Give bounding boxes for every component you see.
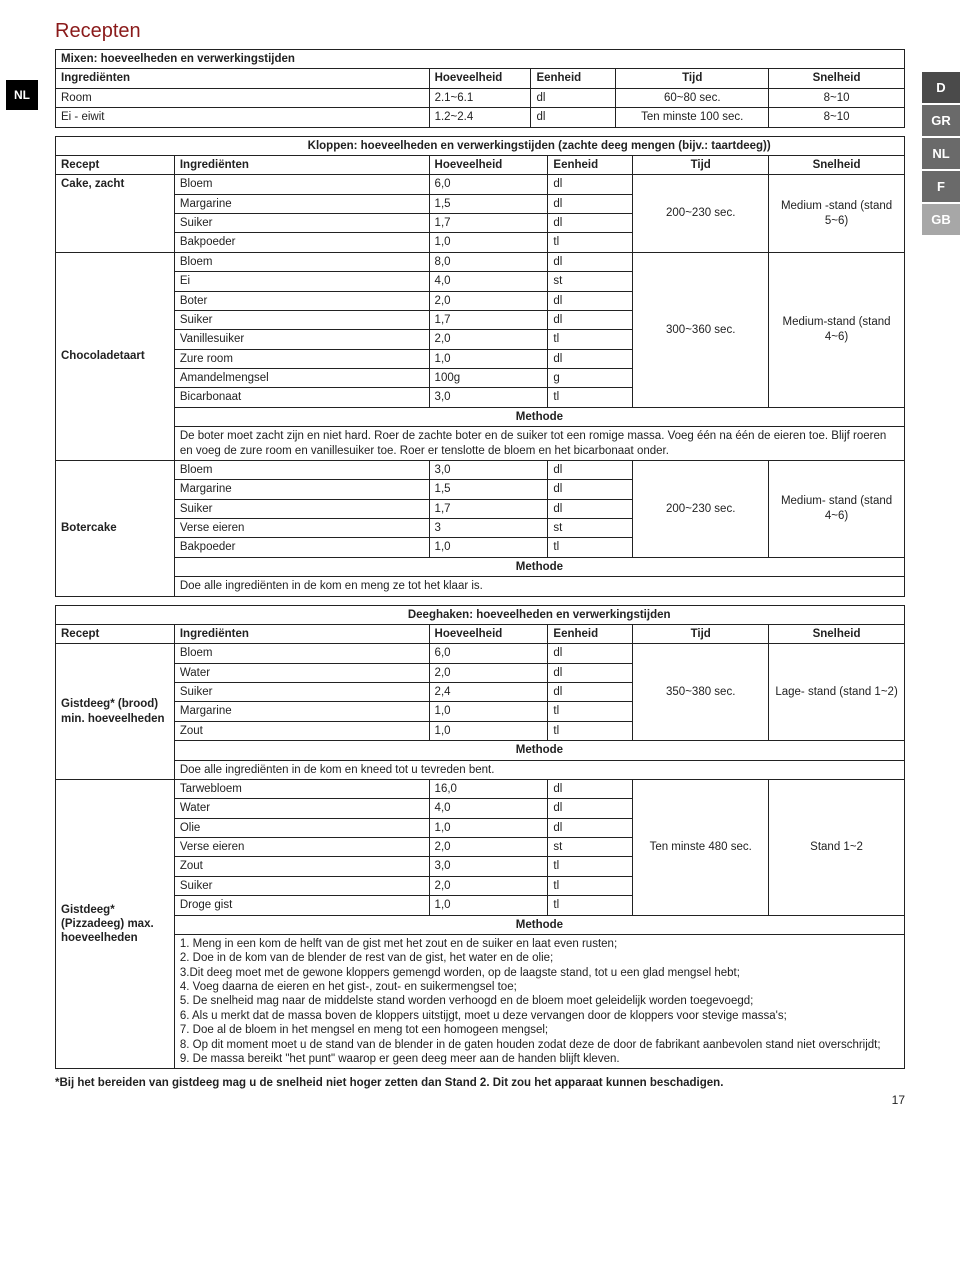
recept-gistdeeg-min: Gistdeeg* (brood) min. hoeveelheden [56, 644, 175, 780]
mixen-table: Mixen: hoeveelheden en verwerkingstijden… [55, 49, 905, 128]
mixen-h-eenh: Eenheid [531, 69, 616, 88]
lang-tab-gb: GB [922, 204, 960, 235]
deeghaken-table: Deeghaken: hoeveelheden en verwerkingsti… [55, 605, 905, 1070]
table-row: Ei - eiwit 1.2~2.4 dl Ten minste 100 sec… [56, 108, 905, 127]
mixen-h-tijd: Tijd [616, 69, 769, 88]
mixen-h-snel: Snelheid [769, 69, 905, 88]
lang-tab-d: D [922, 72, 960, 103]
page-title: Recepten [55, 20, 905, 43]
lang-tabs: D GR NL F GB [922, 72, 960, 237]
lang-label-left: NL [6, 80, 38, 110]
page-number: 17 [55, 1093, 905, 1107]
kloppen-table: Kloppen: hoeveelheden en verwerkingstijd… [55, 136, 905, 597]
lang-tab-f: F [922, 171, 960, 202]
deeghaken-title: Deeghaken: hoeveelheden en verwerkingsti… [174, 605, 904, 624]
mixen-h-hoev: Hoeveelheid [429, 69, 531, 88]
footnote: *Bij het bereiden van gistdeeg mag u de … [55, 1077, 905, 1089]
recept-botercake: Botercake [56, 460, 175, 596]
mixen-title: Mixen: hoeveelheden en verwerkingstijden [56, 50, 905, 69]
gistdeeg-max-method-steps: 1. Meng in een kom de helft van de gist … [174, 934, 904, 1068]
lang-tab-gr: GR [922, 105, 960, 136]
recept-chocoladetaart: Chocoladetaart [56, 252, 175, 460]
recept-cake: Cake, zacht [56, 175, 175, 253]
mixen-h-ing: Ingrediënten [56, 69, 430, 88]
kloppen-title: Kloppen: hoeveelheden en verwerkingstijd… [174, 136, 904, 155]
recept-gistdeeg-max: Gistdeeg* (Pizzadeeg) max. hoeveelheden [56, 779, 175, 1068]
lang-tab-nl: NL [922, 138, 960, 169]
table-row: Room 2.1~6.1 dl 60~80 sec. 8~10 [56, 88, 905, 107]
